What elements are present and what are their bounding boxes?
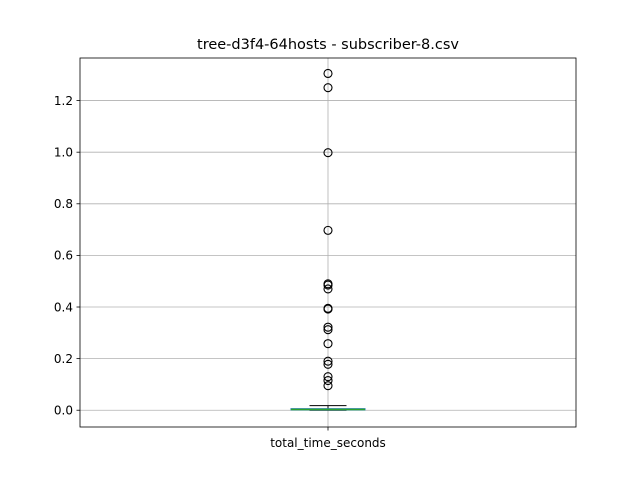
- y-tick-label: 0.2: [54, 352, 73, 366]
- outlier-point: [323, 356, 333, 366]
- y-tick-label: 1.0: [54, 145, 73, 159]
- grid-lines: [80, 58, 576, 427]
- outlier-point: [323, 280, 333, 290]
- outlier-point: [323, 148, 333, 158]
- outlier-points: [323, 68, 333, 391]
- y-tick-label: 0.0: [54, 404, 73, 418]
- outlier-point: [323, 325, 333, 335]
- box-elements: [290, 405, 366, 411]
- outlier-point: [323, 322, 333, 332]
- x-axis-ticks: total_time_seconds: [270, 427, 386, 450]
- y-tick-label: 1.2: [54, 94, 73, 108]
- outlier-point: [323, 359, 333, 369]
- y-tick-label: 0.4: [54, 300, 73, 314]
- outlier-point: [323, 339, 333, 349]
- y-tick-label: 0.8: [54, 197, 73, 211]
- y-tick-label: 0.6: [54, 249, 73, 263]
- outlier-point: [323, 225, 333, 235]
- plot-frame: [79, 57, 577, 428]
- x-tick-label: total_time_seconds: [270, 436, 386, 450]
- chart-title: tree-d3f4-64hosts - subscriber-8.csv: [197, 37, 459, 53]
- outlier-point: [323, 304, 333, 314]
- outlier-point: [323, 284, 333, 294]
- outlier-point: [323, 68, 333, 79]
- outlier-point: [323, 381, 333, 391]
- outlier-point: [323, 376, 333, 386]
- outlier-point: [323, 83, 333, 93]
- outlier-point: [323, 372, 333, 382]
- y-axis-ticks: 0.0 0.2 0.4 0.6 0.8 1.0 1.2: [54, 94, 80, 418]
